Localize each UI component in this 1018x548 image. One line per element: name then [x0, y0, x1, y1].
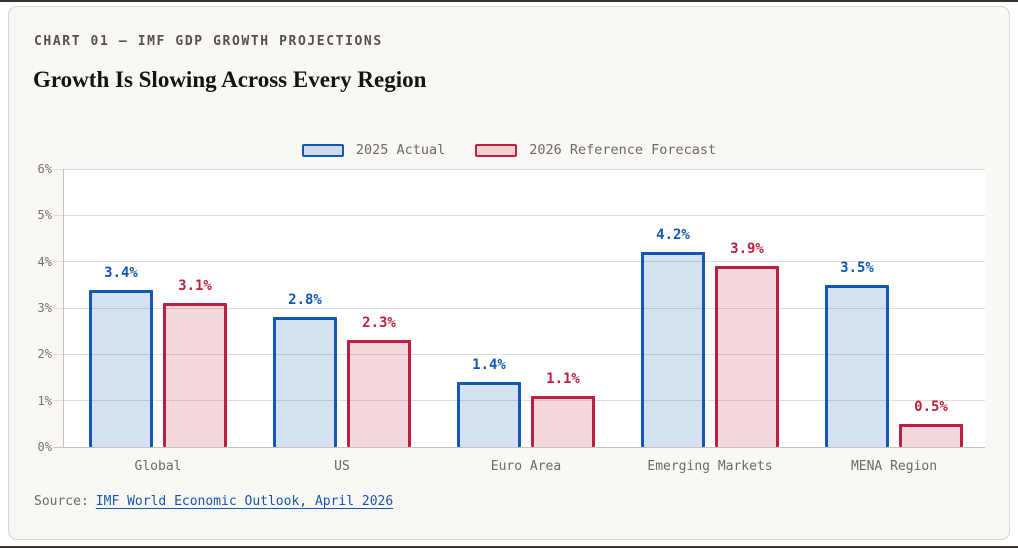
- chart-title: Growth Is Slowing Across Every Region: [33, 67, 427, 92]
- legend-label-2025: 2025 Actual: [355, 142, 446, 158]
- bar-2026-mena-region: [899, 423, 963, 447]
- bar-value-label-2026-emerging-markets: 3.9%: [730, 241, 764, 258]
- bar-2025-euro-area: [457, 382, 521, 447]
- bar-value-label-2025-us: 2.8%: [288, 292, 322, 309]
- gridline-6%: [53, 168, 985, 170]
- legend-item-2025-actual: 2025 Actual: [301, 142, 446, 158]
- y-tick-label: 0%: [37, 440, 52, 454]
- bar-2025-emerging-markets: [641, 252, 705, 447]
- legend: 2025 Actual 2026 Reference Forecast: [8, 141, 1010, 159]
- gridline-0%: [53, 446, 985, 448]
- y-tick-label: 2%: [37, 347, 52, 362]
- gridline-3%: [53, 307, 985, 309]
- bar-2025-us: [273, 317, 337, 447]
- bar-2026-global: [163, 303, 227, 447]
- legend-swatch-2026-icon: [475, 143, 518, 157]
- bar-2025-global: [89, 289, 153, 447]
- bar-value-label-2025-emerging-markets: 4.2%: [656, 227, 690, 244]
- x-category-label-mena-region: MENA Region: [850, 459, 938, 474]
- y-tick-label: 5%: [37, 208, 52, 223]
- gridline-5%: [53, 214, 985, 216]
- y-tick-label: 1%: [37, 393, 52, 408]
- x-category-label-us: US: [334, 459, 350, 474]
- source-link[interactable]: IMF World Economic Outlook, April 2026: [95, 494, 394, 509]
- legend-swatch-2025-icon: [301, 143, 344, 157]
- y-tick-label: 6%: [37, 162, 52, 176]
- bar-value-label-2026-mena-region: 0.5%: [914, 398, 948, 415]
- bar-value-label-2026-global: 3.1%: [178, 278, 212, 295]
- bar-value-label-2025-euro-area: 1.4%: [472, 357, 506, 374]
- bar-2025-mena-region: [825, 284, 889, 447]
- bar-2026-euro-area: [531, 396, 595, 447]
- bar-2026-emerging-markets: [715, 266, 779, 447]
- legend-item-2026-forecast: 2026 Reference Forecast: [475, 142, 716, 158]
- gridline-4%: [53, 261, 985, 263]
- bar-value-label-2026-us: 2.3%: [362, 315, 396, 332]
- legend-label-2026: 2026 Reference Forecast: [529, 142, 717, 158]
- top-edge-divider: [0, 0, 1018, 2]
- y-axis-spine: [63, 169, 64, 448]
- source-prefix: Source:: [34, 494, 89, 509]
- bar-value-label-2026-euro-area: 1.1%: [546, 371, 580, 387]
- x-category-label-euro-area: Euro Area: [490, 459, 562, 474]
- bottom-edge-divider: [0, 546, 1018, 548]
- chart-eyebrow: CHART 01 — IMF GDP GROWTH PROJECTIONS: [34, 34, 383, 49]
- bar-value-label-2025-mena-region: 3.5%: [840, 259, 874, 276]
- bar-2026-us: [347, 340, 411, 447]
- bar-value-label-2025-global: 3.4%: [104, 264, 138, 281]
- y-tick-label: 3%: [37, 301, 52, 315]
- x-category-label-global: Global: [134, 459, 182, 474]
- x-category-label-emerging-markets: Emerging Markets: [647, 459, 773, 474]
- y-tick-label: 4%: [37, 254, 52, 269]
- gridline-2%: [53, 353, 985, 355]
- source-line: Source: IMF World Economic Outlook, April…: [34, 494, 393, 509]
